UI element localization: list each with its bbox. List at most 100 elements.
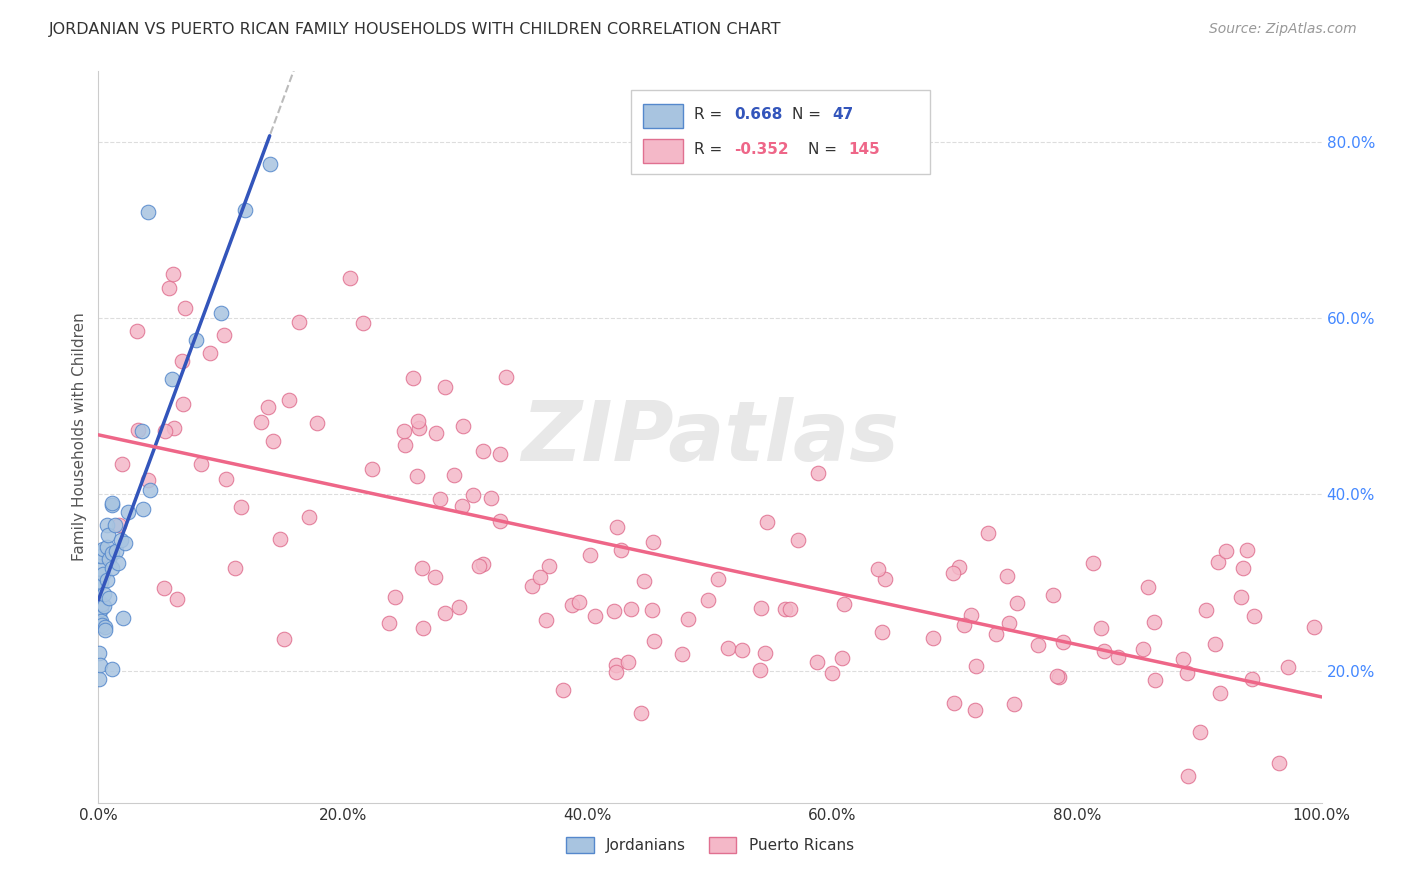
Jordanians — [89, 658, 111, 673]
Text: R =: R = — [695, 107, 727, 122]
Puerto Ricans — [602, 604, 624, 618]
Puerto Ricans — [870, 624, 893, 639]
Puerto Ricans — [495, 370, 517, 384]
Puerto Ricans — [447, 599, 470, 614]
Puerto Ricans — [1094, 644, 1116, 658]
Jordanians — [87, 673, 110, 687]
Puerto Ricans — [977, 526, 1000, 541]
Jordanians — [111, 611, 134, 625]
Text: 145: 145 — [848, 142, 880, 157]
Jordanians — [89, 549, 111, 563]
Jordanians — [90, 602, 112, 616]
Puerto Ricans — [1026, 638, 1049, 652]
Puerto Ricans — [411, 560, 433, 574]
Puerto Ricans — [717, 640, 740, 655]
Puerto Ricans — [522, 579, 544, 593]
Puerto Ricans — [111, 458, 134, 472]
Puerto Ricans — [471, 558, 494, 572]
Puerto Ricans — [108, 518, 131, 533]
Puerto Ricans — [963, 703, 986, 717]
Jordanians — [98, 552, 121, 566]
Puerto Ricans — [606, 520, 628, 534]
Puerto Ricans — [339, 270, 361, 285]
Text: 0.668: 0.668 — [734, 107, 783, 122]
Puerto Ricans — [166, 592, 188, 607]
Puerto Ricans — [1132, 642, 1154, 657]
Puerto Ricans — [943, 697, 966, 711]
Puerto Ricans — [671, 647, 693, 661]
Puerto Ricans — [471, 444, 494, 458]
Puerto Ricans — [697, 592, 720, 607]
Puerto Ricans — [832, 597, 855, 611]
Puerto Ricans — [212, 328, 235, 343]
Puerto Ricans — [1137, 580, 1160, 594]
Puerto Ricans — [583, 608, 606, 623]
Jordanians — [90, 562, 112, 576]
Puerto Ricans — [163, 421, 186, 435]
Jordanians — [101, 560, 124, 574]
Jordanians — [96, 574, 118, 588]
Puerto Ricans — [468, 559, 491, 574]
Puerto Ricans — [755, 515, 778, 529]
Jordanians — [93, 587, 115, 601]
Puerto Ricans — [277, 393, 299, 408]
Puerto Ricans — [136, 473, 159, 487]
Jordanians — [131, 425, 153, 439]
Puerto Ricans — [307, 417, 329, 431]
Puerto Ricans — [153, 582, 176, 596]
Jordanians — [90, 614, 112, 628]
Puerto Ricans — [273, 632, 295, 646]
Puerto Ricans — [1204, 637, 1226, 651]
Puerto Ricans — [641, 603, 664, 617]
Puerto Ricans — [730, 642, 752, 657]
Jordanians — [94, 620, 117, 634]
Jordanians — [107, 556, 129, 570]
Jordanians — [96, 517, 118, 532]
Jordanians — [139, 483, 162, 498]
Puerto Ricans — [831, 651, 853, 665]
Puerto Ricans — [779, 602, 801, 616]
Puerto Ricans — [174, 301, 197, 315]
Jordanians — [105, 544, 128, 558]
Jordanians — [114, 535, 136, 549]
Puerto Ricans — [754, 646, 776, 660]
Puerto Ricans — [1206, 555, 1229, 569]
Puerto Ricans — [676, 612, 699, 626]
Puerto Ricans — [394, 438, 416, 452]
Puerto Ricans — [568, 595, 591, 609]
Puerto Ricans — [488, 447, 510, 461]
Puerto Ricans — [610, 543, 633, 558]
Jordanians — [101, 662, 124, 676]
Puerto Ricans — [1047, 670, 1070, 684]
Puerto Ricans — [749, 601, 772, 615]
Puerto Ricans — [1194, 603, 1216, 617]
Jordanians — [93, 567, 115, 582]
Puerto Ricans — [489, 514, 512, 528]
Puerto Ricans — [1144, 673, 1167, 687]
Puerto Ricans — [172, 397, 194, 411]
Text: JORDANIAN VS PUERTO RICAN FAMILY HOUSEHOLDS WITH CHILDREN CORRELATION CHART: JORDANIAN VS PUERTO RICAN FAMILY HOUSEHO… — [49, 22, 782, 37]
Puerto Ricans — [641, 534, 664, 549]
Jordanians — [89, 575, 111, 590]
Puerto Ricans — [429, 491, 451, 506]
Jordanians — [89, 609, 111, 624]
Puerto Ricans — [551, 682, 574, 697]
Puerto Ricans — [408, 414, 430, 428]
Puerto Ricans — [425, 570, 447, 584]
Jordanians — [131, 502, 153, 516]
Puerto Ricans — [1236, 543, 1258, 558]
Jordanians — [90, 549, 112, 563]
Puerto Ricans — [434, 606, 457, 620]
Puerto Ricans — [643, 634, 665, 648]
Puerto Ricans — [1173, 651, 1195, 665]
Puerto Ricans — [748, 664, 770, 678]
Jordanians — [160, 372, 183, 386]
Puerto Ricans — [125, 325, 148, 339]
Puerto Ricans — [965, 659, 987, 673]
Jordanians — [136, 205, 159, 219]
Puerto Ricans — [1243, 609, 1265, 624]
Jordanians — [90, 597, 112, 611]
Text: ZIPatlas: ZIPatlas — [522, 397, 898, 477]
Puerto Ricans — [433, 380, 456, 394]
Puerto Ricans — [215, 472, 238, 486]
